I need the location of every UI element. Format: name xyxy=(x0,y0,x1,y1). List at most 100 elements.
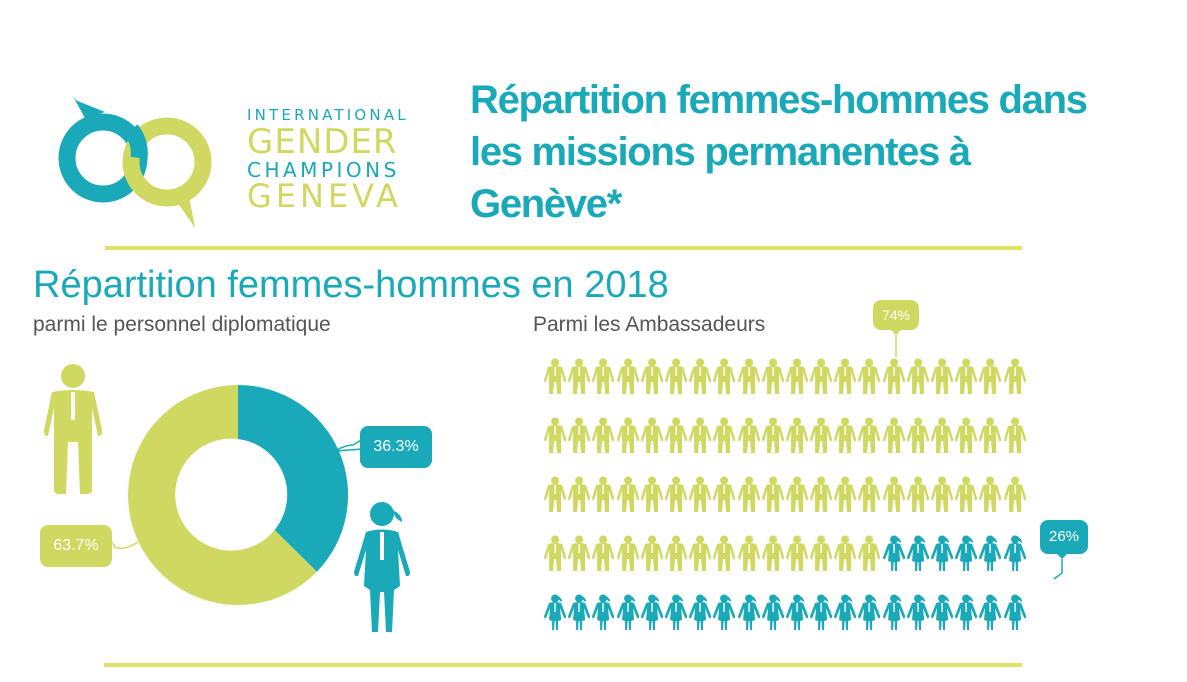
man-figure-icon xyxy=(640,417,663,453)
pictogram-row xyxy=(543,476,1028,535)
man-figure-icon xyxy=(882,476,905,512)
man-figure-icon xyxy=(761,358,784,394)
man-figure-icon xyxy=(568,476,591,512)
donut-slice-men xyxy=(128,385,317,605)
pictogram-row xyxy=(543,594,1028,653)
woman-figure-icon xyxy=(834,594,857,630)
woman-figure-icon xyxy=(737,594,760,630)
man-figure-icon xyxy=(858,476,881,512)
man-figure-icon xyxy=(713,358,736,394)
man-figure-icon xyxy=(689,476,712,512)
callout-women-percent: 36.3% xyxy=(360,426,432,468)
woman-figure-icon xyxy=(785,594,808,630)
man-figure-icon xyxy=(761,476,784,512)
man-figure-icon xyxy=(592,417,615,453)
logo-line-gender: GENDER xyxy=(247,122,398,162)
woman-figure-icon xyxy=(810,594,833,630)
bottom-divider xyxy=(104,663,1022,667)
man-figure-icon xyxy=(544,535,567,571)
man-figure-icon xyxy=(592,476,615,512)
woman-figure-icon xyxy=(640,594,663,630)
man-figure-icon xyxy=(761,535,784,571)
man-figure-icon xyxy=(1003,358,1026,394)
man-figure-icon xyxy=(689,358,712,394)
woman-figure-icon xyxy=(931,594,954,630)
woman-figure-icon xyxy=(906,535,929,571)
man-figure-icon xyxy=(785,476,808,512)
man-figure-icon xyxy=(616,417,639,453)
man-figure-icon xyxy=(955,417,978,453)
man-figure-icon xyxy=(834,476,857,512)
man-figure-icon xyxy=(858,535,881,571)
right-subtitle: Parmi les Ambassadeurs xyxy=(533,313,766,336)
man-figure-icon xyxy=(665,476,688,512)
man-figure-icon xyxy=(568,535,591,571)
man-figure-icon xyxy=(737,417,760,453)
man-figure-icon xyxy=(834,535,857,571)
pictogram-row xyxy=(543,358,1028,417)
woman-figure-icon xyxy=(979,594,1002,630)
callout-ambassador-women-percent: 26% xyxy=(1040,520,1088,554)
man-figure-icon xyxy=(834,417,857,453)
man-figure-icon xyxy=(544,417,567,453)
pictogram-row xyxy=(543,417,1028,476)
man-figure-icon xyxy=(616,358,639,394)
woman-figure-icon xyxy=(568,594,591,630)
logo-line-geneva: GENEVA xyxy=(247,177,402,215)
man-figure-icon xyxy=(931,358,954,394)
man-figure-icon xyxy=(737,476,760,512)
man-figure-icon xyxy=(737,535,760,571)
man-figure-icon xyxy=(665,535,688,571)
woman-figure-icon xyxy=(906,594,929,630)
man-figure-icon xyxy=(906,358,929,394)
man-figure-icon xyxy=(834,358,857,394)
man-figure-icon xyxy=(882,417,905,453)
callout-ambassador-men-percent: 74% xyxy=(873,300,919,330)
woman-figure-icon xyxy=(931,535,954,571)
woman-figure-icon xyxy=(761,594,784,630)
man-figure-icon xyxy=(955,476,978,512)
woman-figure-icon xyxy=(1003,535,1026,571)
woman-figure-icon xyxy=(955,594,978,630)
woman-figure-icon xyxy=(592,594,615,630)
man-figure-icon xyxy=(713,535,736,571)
man-figure-icon xyxy=(761,417,784,453)
woman-figure-icon xyxy=(979,535,1002,571)
man-figure-icon xyxy=(931,476,954,512)
man-figure-icon xyxy=(640,535,663,571)
man-figure-icon xyxy=(640,476,663,512)
man-figure-icon xyxy=(689,417,712,453)
top-divider xyxy=(105,246,1022,250)
logo-line-champions: CHAMPIONS xyxy=(247,158,400,182)
man-figure-icon xyxy=(616,535,639,571)
callout-men-percent: 63.7% xyxy=(40,525,112,567)
man-figure-icon xyxy=(737,358,760,394)
woman-figure-icon xyxy=(882,594,905,630)
man-figure-icon xyxy=(906,476,929,512)
donut-slice-women xyxy=(238,385,348,572)
man-figure-icon xyxy=(785,417,808,453)
man-figure-icon xyxy=(568,417,591,453)
woman-figure-icon xyxy=(689,594,712,630)
man-figure-icon xyxy=(592,358,615,394)
left-subtitle: parmi le personnel diplomatique xyxy=(33,313,331,336)
man-figure-icon xyxy=(1003,417,1026,453)
man-figure-icon xyxy=(713,476,736,512)
man-figure-icon xyxy=(979,476,1002,512)
man-figure-icon xyxy=(592,535,615,571)
woman-figure-icon xyxy=(665,594,688,630)
man-figure-icon xyxy=(810,476,833,512)
logo-line-international: INTERNATIONAL xyxy=(247,106,409,124)
man-figure-icon xyxy=(1003,476,1026,512)
man-figure-icon xyxy=(665,417,688,453)
man-figure-icon xyxy=(882,358,905,394)
callout-pointer-women xyxy=(335,438,363,452)
pictogram-row xyxy=(543,535,1028,594)
page-title: Répartition femmes-hommes dans les missi… xyxy=(470,78,1088,226)
callout-pointer-ambassador-women xyxy=(1053,553,1068,580)
logo-rings-icon xyxy=(58,96,212,228)
section-title: Répartition femmes-hommes en 2018 xyxy=(33,264,669,306)
woman-icon xyxy=(354,502,410,632)
man-figure-icon xyxy=(640,358,663,394)
man-figure-icon xyxy=(785,535,808,571)
